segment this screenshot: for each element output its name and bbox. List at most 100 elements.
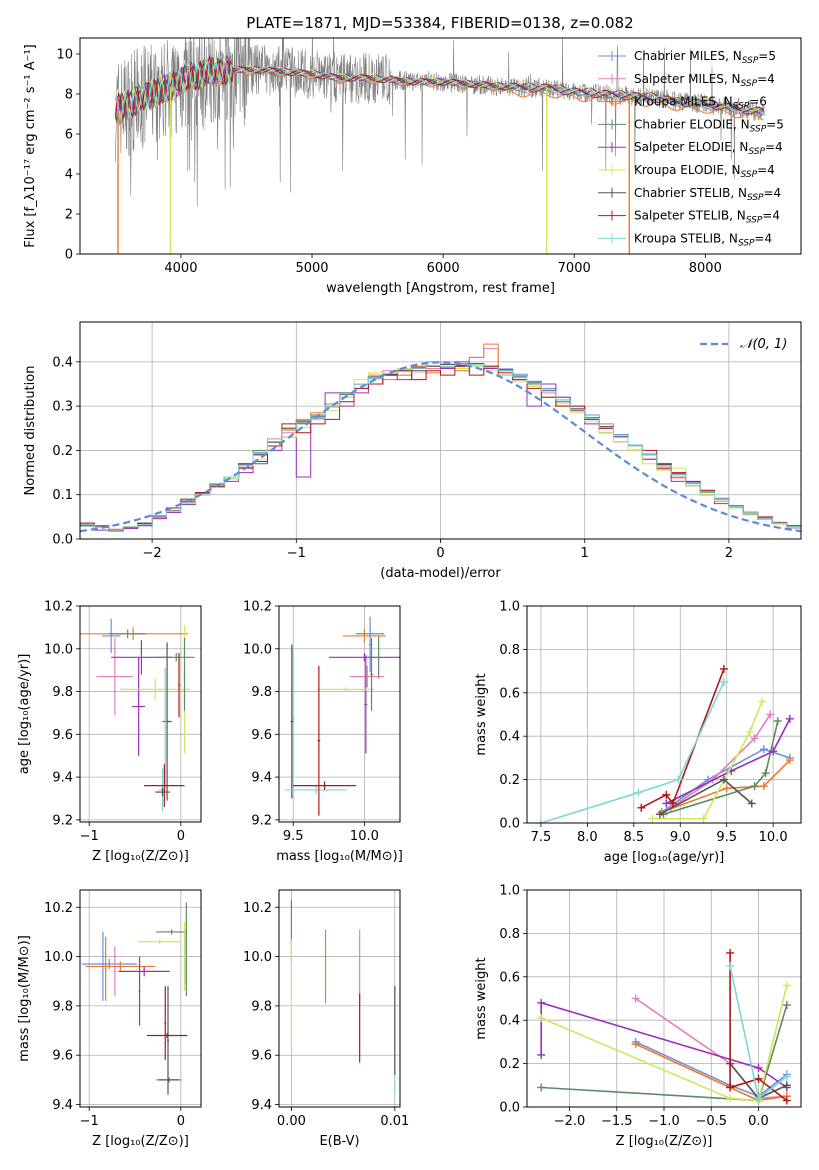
model-spectrum	[115, 57, 764, 121]
x-tick-label: 0	[177, 1114, 185, 1129]
y-axis-label: mass weight	[474, 673, 489, 755]
spectrum-plot	[114, 38, 765, 254]
y-tick-label: 9.6	[52, 1049, 73, 1064]
x-tick-label: 10.0	[350, 829, 379, 844]
legend-label: Salpeter STELIB, NSSP=4	[634, 209, 780, 226]
axes-frame	[526, 889, 802, 1108]
mass-vs-Z-panel: −1 0 9.4 9.6 9.8 10.0 10.2 Z [log₁₀(Z/Z⊙)] mass …	[17, 889, 202, 1149]
x-tick-label: −1.0	[648, 1114, 680, 1129]
x-tick-label: 8000	[689, 261, 722, 276]
y-tick-label: 10.0	[44, 642, 73, 657]
axes-frame	[79, 37, 802, 255]
y-tick-label: 0.1	[52, 488, 73, 503]
y-tick-label: 0.2	[499, 1057, 520, 1072]
mass-vs-ebv-panel: 0.00 0.01 9.4 9.6 9.8 10.0 10.2 E(B-V)	[243, 889, 409, 1149]
x-tick-label: 5000	[295, 261, 328, 276]
y-tick-label: 0.4	[499, 1014, 520, 1029]
figure-title: PLATE=1871, MJD=53384, FIBERID=0138, z=0…	[246, 14, 633, 32]
y-axis-label: age [log₁₀(age/yr)]	[17, 654, 32, 775]
age-vs-mass-plot	[284, 616, 400, 816]
x-tick-label: −0.5	[695, 1114, 727, 1129]
weight-series	[540, 1001, 788, 1089]
x-tick-label: −1	[80, 1114, 99, 1129]
y-tick-label: 9.4	[52, 1098, 73, 1113]
y-tick-label: 0.8	[499, 927, 520, 942]
legend-label: Chabrier MILES, NSSP=5	[634, 49, 776, 66]
y-tick-label: 0.3	[52, 400, 73, 415]
y-tick-label: 9.8	[52, 685, 73, 700]
y-tick-label: 0	[65, 248, 73, 263]
mass-vs-Z-plot	[81, 902, 188, 1095]
y-tick-label: 10.2	[44, 901, 73, 916]
legend-label: 𝒩(0, 1)	[740, 337, 787, 352]
y-tick-label: 0.8	[499, 643, 520, 658]
weight-series	[635, 1043, 787, 1102]
axes-frame	[79, 889, 202, 1108]
weight-series	[663, 720, 779, 816]
x-tick-label: 0.01	[380, 1114, 409, 1129]
legend-label: Chabrier ELODIE, NSSP=5	[634, 117, 784, 134]
x-axis-label: age [log₁₀(age/yr)]	[604, 850, 725, 865]
weight-series	[540, 985, 788, 1102]
y-tick-label: 9.2	[52, 813, 73, 828]
x-tick-label: 0	[436, 546, 444, 561]
x-tick-label: 9.5	[716, 830, 737, 845]
y-axis-label: Flux [f_λ10⁻¹⁷ erg cm⁻² s⁻¹ A⁻¹]	[23, 44, 38, 248]
x-axis-label: wavelength [Angstrom, rest frame]	[326, 281, 555, 296]
mass-vs-ebv-plot	[290, 899, 396, 1095]
model-spectrum	[114, 55, 764, 123]
normal-curve	[80, 361, 801, 533]
y-tick-label: 0.6	[499, 970, 520, 985]
y-tick-label: 10.0	[243, 950, 272, 965]
age-vs-Z-plot	[80, 618, 195, 812]
x-tick-label: 7000	[558, 261, 591, 276]
x-tick-label: 9.5	[283, 829, 304, 844]
x-tick-label: 0	[177, 829, 185, 844]
y-tick-label: 0.0	[52, 533, 73, 548]
x-axis-label: Z [log₁₀(Z/Z⊙)]	[92, 849, 189, 864]
x-tick-label: 7.5	[531, 830, 552, 845]
y-tick-label: 9.4	[251, 1098, 272, 1113]
weight-series	[665, 718, 791, 805]
x-tick-label: −2.0	[554, 1114, 586, 1129]
y-tick-label: 8	[65, 88, 73, 103]
axes-frame	[278, 889, 401, 1108]
y-tick-label: 10.0	[243, 642, 272, 657]
x-axis-label: Z [log₁₀(Z/Z⊙)]	[92, 1134, 189, 1149]
weight-vs-Z-plot	[537, 948, 791, 1105]
spectrum-panel: 4000 5000 6000 7000 8000 0 2 4 6 8 10 wavelength [A…	[23, 37, 802, 296]
age-vs-Z-panel: −1 0 9.2 9.4 9.6 9.8 10.0 10.2 Z [log₁₀(Z/Z⊙)] ag…	[17, 600, 202, 864]
y-tick-label: 10.0	[44, 950, 73, 965]
y-tick-label: 0.0	[499, 817, 520, 832]
y-tick-label: 9.6	[251, 728, 272, 743]
model-spectrum	[114, 55, 764, 120]
y-tick-label: 1.0	[499, 600, 520, 615]
weight-series	[652, 701, 763, 820]
x-axis-label: (data-model)/error	[380, 566, 501, 581]
legend-label: Kroupa STELIB, NSSP=4	[634, 231, 772, 248]
y-tick-label: 0.2	[499, 773, 520, 788]
x-axis-label: Z [log₁₀(Z/Z⊙)]	[616, 1134, 713, 1149]
model-spectrum	[114, 54, 764, 119]
y-tick-label: 9.8	[52, 999, 73, 1014]
x-tick-label: −1.5	[601, 1114, 633, 1129]
axes-frame	[278, 605, 401, 823]
y-tick-label: 9.6	[251, 1049, 272, 1064]
weight-series	[729, 952, 788, 1102]
age-vs-mass-panel: 9.5 10.0 9.2 9.4 9.6 9.8 10.0 10.2 mass [log₁₀(M…	[243, 600, 403, 865]
y-tick-label: 9.6	[52, 728, 73, 743]
x-tick-label: 8.5	[623, 830, 644, 845]
x-tick-label: −2	[143, 546, 162, 561]
x-tick-label: 6000	[427, 261, 460, 276]
x-axis-label: E(B-V)	[319, 1134, 359, 1149]
y-tick-label: 2	[65, 208, 73, 223]
x-tick-label: −1	[80, 829, 99, 844]
legend-label: Salpeter MILES, NSSP=4	[634, 72, 775, 89]
axes-frame	[526, 605, 802, 824]
y-tick-label: 0.0	[499, 1101, 520, 1116]
y-axis-label: mass weight	[474, 957, 489, 1039]
y-tick-label: 10	[56, 48, 73, 63]
x-tick-label: −1	[287, 546, 306, 561]
weight-vs-Z-panel: −2.0 −1.5 −1.0 −0.5 0.0 0.0 0.2 0.4 0.6 0.8 1.0 Z […	[474, 884, 802, 1149]
x-tick-label: 0.00	[277, 1114, 306, 1129]
